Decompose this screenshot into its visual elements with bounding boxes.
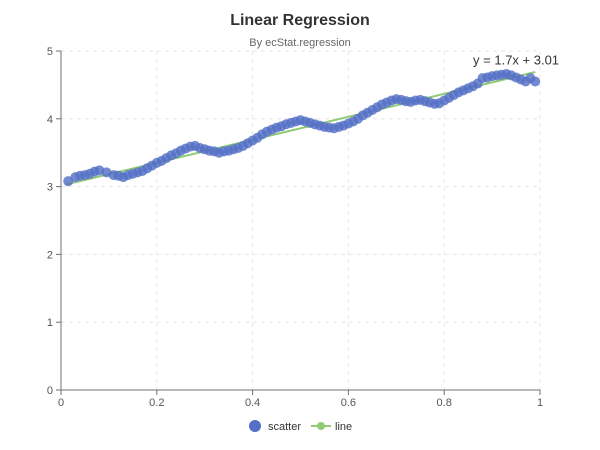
grid — [61, 50, 541, 390]
legend-scatter-marker — [249, 420, 261, 432]
equation-label: y = 1.7x + 3.01 — [473, 53, 559, 68]
chart-subtitle: By ecStat.regression — [249, 37, 351, 49]
x-tick-label: 1 — [537, 397, 543, 409]
y-tick-label: 3 — [47, 182, 53, 194]
x-tick-label: 0 — [58, 397, 64, 409]
x-tick-label: 0.2 — [149, 397, 164, 409]
y-tick-label: 1 — [47, 317, 53, 329]
legend-line-marker — [317, 422, 325, 430]
scatter-point — [530, 76, 541, 87]
scatter-series — [63, 69, 541, 187]
axes: 0 0.2 0.4 0.6 0.8 1 0 1 2 3 4 5 — [47, 46, 543, 409]
legend-line-label: line — [335, 421, 352, 433]
x-tick-label: 0.6 — [341, 397, 356, 409]
y-tick-label: 5 — [47, 46, 53, 58]
y-tick-label: 0 — [47, 385, 53, 397]
x-tick-label: 0.4 — [245, 397, 260, 409]
chart-title: Linear Regression — [230, 12, 370, 29]
y-tick-label: 2 — [47, 249, 53, 261]
y-tick-label: 4 — [47, 114, 53, 126]
x-tick-label: 0.8 — [437, 397, 452, 409]
annotations: y = 1.7x + 3.01 — [473, 53, 559, 68]
legend: scatter line — [249, 420, 352, 433]
legend-scatter-label: scatter — [268, 421, 301, 433]
